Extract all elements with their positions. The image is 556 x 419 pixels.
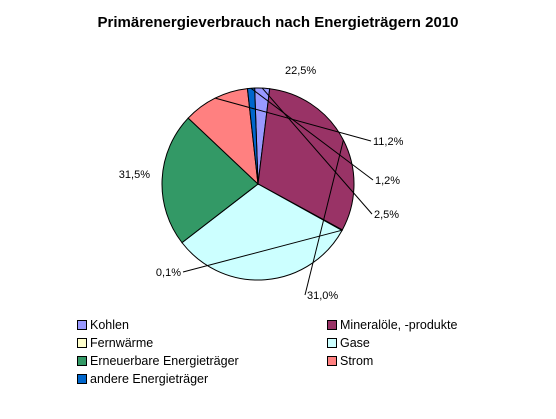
legend-item: Mineralöle, -produkte <box>327 316 527 333</box>
legend-item: Fernwärme <box>77 334 327 351</box>
data-label: 0,1% <box>156 267 181 279</box>
data-label: 31,5% <box>119 169 150 181</box>
legend-swatch <box>327 337 337 348</box>
legend-label: Fernwärme <box>90 335 154 350</box>
data-label: 22,5% <box>285 65 316 77</box>
legend-label: Strom <box>340 353 374 368</box>
data-label: 31,0% <box>307 290 338 302</box>
data-label: 2,5% <box>374 209 399 221</box>
pie-slice <box>181 183 343 281</box>
legend: Kohlen Mineralöle, -produkte Fernwärme Gase… <box>77 316 527 387</box>
leader-line <box>250 87 374 181</box>
legend-label: Kohlen <box>90 317 129 332</box>
legend-item: Kohlen <box>77 316 327 333</box>
legend-item: Erneuerbare Energieträger <box>77 352 327 369</box>
legend-label: Erneuerbare Energieträger <box>90 353 239 368</box>
data-label: 11,2% <box>373 136 404 148</box>
legend-item: Strom <box>327 352 527 369</box>
chart-title: Primärenergieverbrauch nach Energieträge… <box>97 14 459 31</box>
legend-label: andere Energieträger <box>90 371 209 386</box>
pie-slice <box>161 117 259 244</box>
legend-label: Mineralöle, -produkte <box>340 317 458 332</box>
leader-line <box>261 87 373 215</box>
legend-item: Gase <box>327 334 527 351</box>
legend-swatch <box>77 355 87 366</box>
data-label: 1,2% <box>375 175 400 187</box>
legend-swatch <box>77 319 87 330</box>
leader-line <box>182 229 343 273</box>
pie-slice <box>246 87 259 185</box>
leader-line <box>304 139 344 296</box>
legend-swatch <box>327 319 337 330</box>
legend-swatch <box>77 337 87 348</box>
legend-swatch <box>77 373 87 384</box>
legend-item: andere Energieträger <box>77 370 327 387</box>
legend-swatch <box>327 355 337 366</box>
legend-label: Gase <box>340 335 370 350</box>
